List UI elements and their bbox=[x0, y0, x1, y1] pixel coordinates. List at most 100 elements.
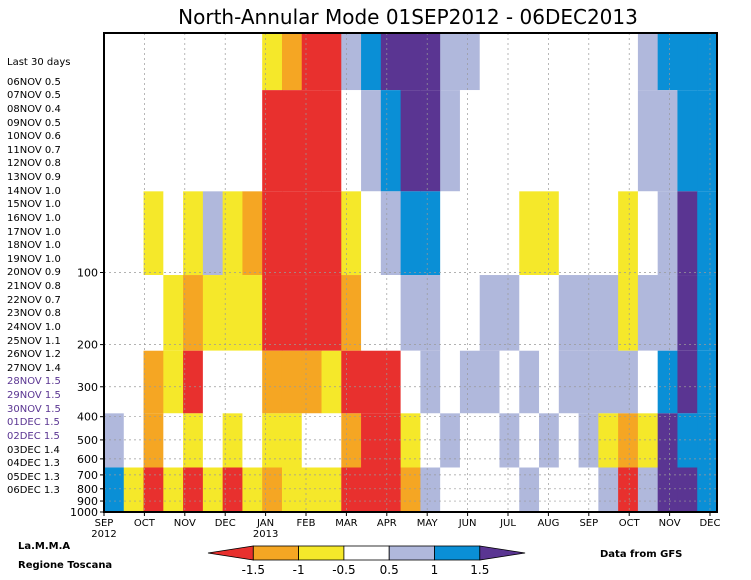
daily-index-row: 11NOV 0.7 bbox=[7, 144, 71, 158]
row-value: 1.1 bbox=[41, 335, 61, 347]
heatmap-cell bbox=[459, 33, 481, 91]
heatmap-cell bbox=[380, 90, 402, 192]
heatmap-cell bbox=[380, 413, 402, 468]
heatmap-cell bbox=[341, 467, 362, 512]
row-value: 0.8 bbox=[41, 158, 61, 170]
heatmap-cell bbox=[361, 275, 382, 351]
daily-index-row: 06NOV 0.5 bbox=[7, 76, 71, 90]
heatmap-cell bbox=[519, 350, 540, 414]
daily-index-row: 08NOV 0.4 bbox=[7, 103, 71, 117]
colorbar-label: 1 bbox=[431, 563, 439, 577]
heatmap-cell bbox=[163, 467, 184, 512]
heatmap-cell bbox=[697, 350, 718, 414]
row-value: 0.4 bbox=[41, 103, 61, 115]
x-tick-label: JUN bbox=[458, 518, 477, 529]
x-tick-label: FEB bbox=[297, 518, 316, 529]
heatmap-cell bbox=[697, 90, 718, 192]
row-value: 1.5 bbox=[41, 403, 61, 415]
heatmap-cell bbox=[281, 191, 303, 276]
row-date: 22NOV bbox=[7, 294, 42, 306]
heatmap-cell bbox=[281, 275, 303, 351]
daily-index-row: 19NOV 1.0 bbox=[7, 253, 71, 267]
heatmap-cell bbox=[123, 275, 145, 351]
heatmap-cell bbox=[202, 467, 224, 512]
colorbar-swatch bbox=[298, 545, 345, 561]
y-tick-label: 100 bbox=[77, 267, 98, 280]
x-tick-label: APR bbox=[377, 518, 397, 529]
row-value: 1.0 bbox=[41, 240, 61, 252]
heatmap-cell bbox=[657, 90, 678, 192]
heatmap-cell bbox=[637, 90, 659, 192]
heatmap-cell bbox=[380, 350, 402, 414]
heatmap-cell bbox=[321, 467, 342, 512]
heatmap-cell bbox=[242, 275, 263, 351]
heatmap-cell bbox=[499, 413, 520, 468]
heatmap-cell bbox=[637, 413, 659, 468]
heatmap-cell bbox=[479, 275, 500, 351]
last-30-days-list: Last 30 days 06NOV 0.5 07NOV 0.5 08NOV 0.4… bbox=[7, 56, 71, 498]
heatmap-cell bbox=[440, 350, 461, 414]
heatmap-cell bbox=[420, 350, 441, 414]
daily-index-row: 02DEC 1.5 bbox=[7, 430, 71, 444]
heatmap-cell bbox=[657, 467, 678, 512]
heatmap-cell bbox=[163, 413, 184, 468]
row-date: 25NOV bbox=[7, 335, 42, 347]
heatmap-cell bbox=[321, 33, 342, 91]
heatmap-cell bbox=[657, 350, 678, 414]
row-value: 1.3 bbox=[40, 471, 60, 483]
daily-index-row: 16NOV 1.0 bbox=[7, 212, 71, 226]
heatmap-cell bbox=[479, 33, 500, 91]
heatmap-cell bbox=[262, 467, 283, 512]
heatmap-cell bbox=[281, 90, 303, 192]
heatmap-cell bbox=[459, 350, 481, 414]
daily-index-row: 18NOV 1.0 bbox=[7, 239, 71, 253]
row-date: 24NOV bbox=[7, 321, 42, 333]
x-year-label: 2013 bbox=[253, 529, 278, 540]
heatmap-cell bbox=[242, 350, 263, 414]
heatmap-cell bbox=[479, 350, 500, 414]
y-tick-label: 800 bbox=[77, 483, 98, 496]
y-tick-label: 1000 bbox=[70, 506, 98, 519]
heatmap-cell bbox=[104, 33, 125, 91]
heatmap-cell bbox=[202, 275, 224, 351]
heatmap-cell bbox=[459, 191, 481, 276]
heatmap-cell bbox=[677, 413, 698, 468]
row-date: 15NOV bbox=[7, 199, 42, 211]
heatmap-cell bbox=[519, 90, 540, 192]
heatmap-cell bbox=[420, 33, 441, 91]
heatmap-cell bbox=[578, 90, 599, 192]
heatmap-cell bbox=[123, 33, 145, 91]
row-value: 0.9 bbox=[41, 172, 61, 183]
heatmap-cell bbox=[618, 413, 639, 468]
heatmap-cell bbox=[123, 90, 145, 192]
x-year-label: 2012 bbox=[91, 529, 116, 540]
heatmap-cell bbox=[558, 413, 580, 468]
x-tick-label: JUL bbox=[499, 518, 516, 529]
row-date: 07NOV bbox=[7, 90, 42, 102]
heatmap-cell bbox=[618, 90, 639, 192]
heatmap-cell bbox=[400, 467, 421, 512]
heatmap-cell bbox=[420, 90, 441, 192]
daily-index-row: 29NOV 1.5 bbox=[7, 389, 71, 403]
heatmap-cell bbox=[479, 191, 500, 276]
heatmap-cell bbox=[380, 467, 402, 512]
row-value: 1.5 bbox=[40, 417, 60, 429]
daily-index-row: 03DEC 1.4 bbox=[7, 444, 71, 458]
heatmap-cell bbox=[539, 90, 560, 192]
heatmap-cell bbox=[420, 191, 441, 276]
row-date: 12NOV bbox=[7, 158, 42, 170]
heatmap-cell bbox=[400, 90, 421, 192]
row-value: 1.3 bbox=[40, 458, 60, 470]
heatmap-cell bbox=[539, 33, 560, 91]
heatmap-cell bbox=[618, 275, 639, 351]
heatmap-cell bbox=[677, 191, 698, 276]
heatmap-cell bbox=[420, 275, 441, 351]
daily-index-row: 04DEC 1.3 bbox=[7, 457, 71, 471]
heatmap-cell bbox=[281, 413, 303, 468]
y-tick-label: 500 bbox=[77, 434, 98, 447]
heatmap-cell bbox=[321, 90, 342, 192]
daily-index-row: 24NOV 1.0 bbox=[7, 321, 71, 335]
row-date: 03DEC bbox=[7, 444, 41, 456]
y-tick-label: 600 bbox=[77, 453, 98, 466]
row-date: 08NOV bbox=[7, 103, 42, 115]
